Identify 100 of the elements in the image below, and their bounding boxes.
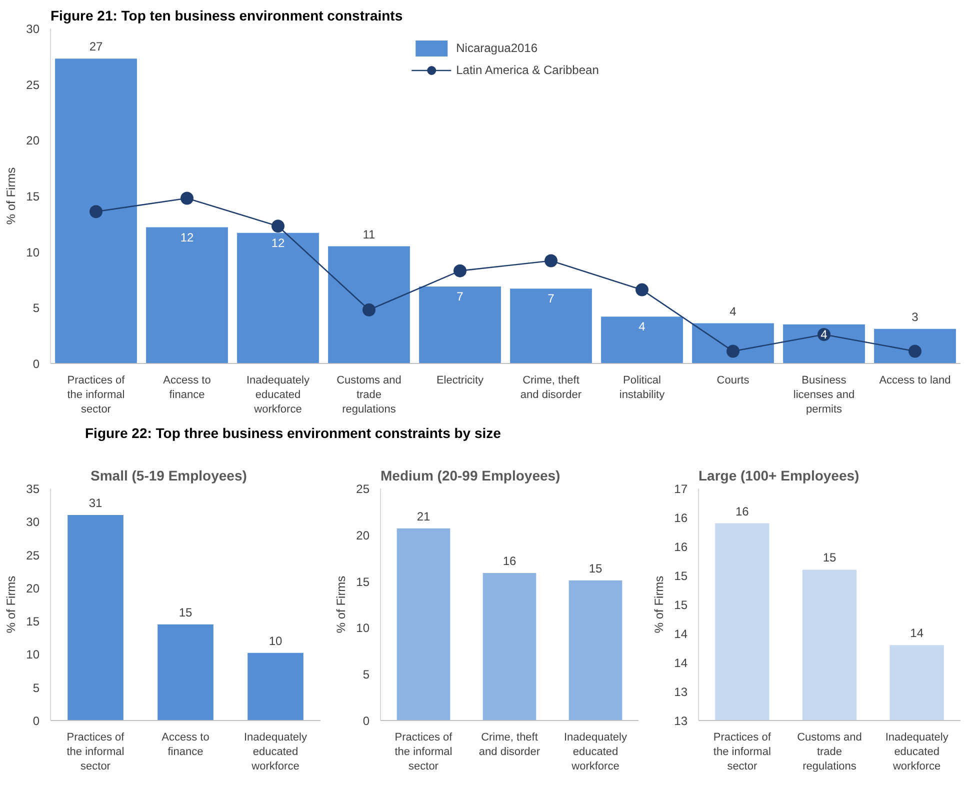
chart-subtitle: Small (5-19 Employees) xyxy=(90,468,247,484)
x-tick-label: Crime, theft and disorder xyxy=(520,374,582,401)
data-label: 4 xyxy=(638,320,646,334)
x-tick-label: Access to finance xyxy=(162,732,210,758)
x-tick-label: Customs and trade regulations xyxy=(336,374,402,416)
point xyxy=(272,220,284,233)
y-tick-label: 30 xyxy=(26,22,40,36)
y-tick-label: 15 xyxy=(674,569,688,583)
y-axis-title: % of Firms xyxy=(652,576,666,634)
y-tick-label: 15 xyxy=(26,614,40,629)
y-tick-label: 0 xyxy=(32,714,40,728)
point xyxy=(180,192,194,205)
data-label: 12 xyxy=(180,230,194,244)
y-tick-label: 10 xyxy=(356,621,370,636)
y-tick-label: 0 xyxy=(362,714,370,728)
data-label: 16 xyxy=(502,554,516,568)
x-tick-label: Inadequately educated workforce xyxy=(244,732,308,772)
bar xyxy=(783,324,865,364)
chart-title: Medium (20-99 Employees) xyxy=(380,468,560,484)
data-label: 7 xyxy=(456,289,464,304)
point xyxy=(90,205,102,218)
y-tick-label: 5 xyxy=(362,668,370,682)
chart-title: Large (100+ Employees) xyxy=(698,468,860,484)
y-tick-label: 13 xyxy=(674,714,688,728)
chart-title: Figure 22: Top three business environment constraints by size xyxy=(85,424,501,443)
y-tick-label: 20 xyxy=(356,528,370,542)
data-label: 4 xyxy=(730,304,737,318)
y-tick-label: 14 xyxy=(674,627,688,641)
data-label: 3 xyxy=(912,310,919,324)
data-label: 21 xyxy=(416,509,430,524)
data-label: 12 xyxy=(271,236,285,250)
data-label: 4 xyxy=(820,327,828,342)
x-tick-label: Business licenses and permits xyxy=(793,374,855,416)
y-tick-label: 30 xyxy=(26,515,40,530)
x-tick-label: Courts xyxy=(716,374,750,386)
y-tick-label: 25 xyxy=(356,482,370,496)
point xyxy=(362,303,376,316)
data-label: 16 xyxy=(735,504,750,518)
legend-label: Latin America & Caribbean xyxy=(456,63,599,77)
bar xyxy=(68,515,124,720)
bar xyxy=(248,652,304,720)
data-label: 15 xyxy=(588,561,602,576)
bar xyxy=(146,227,228,364)
x-tick-label: Inadequately educated workforce xyxy=(564,732,628,772)
y-tick-label: 10 xyxy=(26,648,40,662)
y-tick-label: 15 xyxy=(674,598,688,612)
y-tick-label: 35 xyxy=(26,482,40,496)
x-tick-label: Practices of the informal sector xyxy=(394,732,454,772)
x-tick-label: Practices of the informal sector xyxy=(713,732,772,772)
x-tick-label: Access to land xyxy=(879,374,951,386)
x-tick-label: Access to finance xyxy=(163,374,211,401)
bar xyxy=(55,58,137,364)
data-label: 11 xyxy=(362,227,376,242)
data-label: 14 xyxy=(910,626,924,640)
point xyxy=(908,344,922,358)
y-axis-title: % of Firms xyxy=(4,576,18,634)
bar xyxy=(237,232,319,364)
y-axis-title: % of Firms xyxy=(334,576,348,634)
y-tick-label: 20 xyxy=(26,581,40,596)
x-tick-label: Inadequately educated workforce xyxy=(885,732,949,772)
bar xyxy=(692,323,774,364)
data-label: 15 xyxy=(822,550,836,565)
y-tick-label: 25 xyxy=(26,548,40,562)
x-tick-label: Practices of the informal sector xyxy=(67,374,126,416)
y-tick-label: 25 xyxy=(26,78,40,92)
bar xyxy=(419,286,501,364)
point xyxy=(636,283,648,296)
x-tick-label: Customs and trade regulations xyxy=(797,732,862,772)
x-tick-label: Political instability xyxy=(619,374,666,401)
y-tick-label: 0 xyxy=(32,357,40,371)
data-label: 7 xyxy=(548,292,555,306)
y-tick-label: 14 xyxy=(674,656,688,670)
point xyxy=(544,254,558,268)
x-tick-label: Practices of the informal sector xyxy=(66,732,126,772)
bar xyxy=(158,624,214,720)
legend-label: Nicaragua2016 xyxy=(456,41,538,55)
bar xyxy=(510,288,592,364)
bar xyxy=(328,246,410,364)
data-label: 27 xyxy=(89,40,103,54)
y-tick-label: 10 xyxy=(26,245,40,260)
bar xyxy=(601,316,683,364)
bar xyxy=(396,528,450,720)
y-tick-label: 13 xyxy=(674,685,688,699)
y-tick-label: 20 xyxy=(26,134,40,148)
point xyxy=(726,344,740,358)
bar xyxy=(874,328,956,364)
y-tick-label: 15 xyxy=(26,190,40,204)
data-label: 31 xyxy=(88,496,102,510)
data-label: 15 xyxy=(178,605,192,620)
y-tick-label: 15 xyxy=(356,574,370,589)
y-tick-label: 17 xyxy=(674,482,688,496)
y-tick-label: 5 xyxy=(32,680,40,695)
y-tick-label: 16 xyxy=(674,511,688,525)
x-tick-label: Inadequately educated workforce xyxy=(246,374,310,416)
bar xyxy=(482,572,536,720)
data-label: 10 xyxy=(268,634,282,648)
chart-title: Figure 21: Top ten business environment constraints xyxy=(50,8,403,24)
y-tick-label: 5 xyxy=(32,301,40,316)
x-tick-label: Crime, theft and disorder xyxy=(478,732,540,758)
bar xyxy=(568,580,622,720)
